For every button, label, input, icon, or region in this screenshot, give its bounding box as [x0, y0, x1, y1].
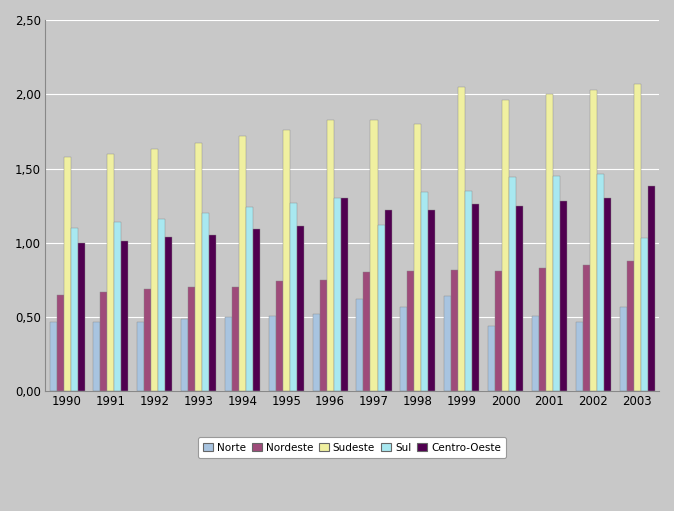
Bar [276, 282, 283, 391]
Bar [604, 198, 611, 391]
Bar [583, 265, 590, 391]
Bar [458, 87, 465, 391]
Bar [71, 228, 78, 391]
Bar [290, 203, 297, 391]
Bar [407, 271, 415, 391]
Bar [239, 136, 246, 391]
Bar [225, 317, 232, 391]
Bar [78, 243, 85, 391]
Bar [283, 130, 290, 391]
Bar [539, 268, 546, 391]
Bar [94, 321, 100, 391]
Bar [195, 143, 202, 391]
Bar [590, 90, 596, 391]
Bar [158, 219, 165, 391]
Bar [472, 204, 479, 391]
Bar [334, 198, 340, 391]
Bar [532, 316, 539, 391]
Bar [269, 316, 276, 391]
Bar [465, 191, 472, 391]
Bar [488, 326, 495, 391]
Bar [202, 213, 209, 391]
Bar [100, 292, 107, 391]
Bar [144, 289, 151, 391]
Bar [209, 236, 216, 391]
Bar [340, 198, 348, 391]
Bar [107, 154, 115, 391]
Bar [63, 157, 71, 391]
Bar [327, 120, 334, 391]
Bar [596, 174, 604, 391]
Legend: Norte, Nordeste, Sudeste, Sul, Centro-Oeste: Norte, Nordeste, Sudeste, Sul, Centro-Oe… [198, 437, 506, 458]
Bar [415, 124, 421, 391]
Bar [560, 201, 567, 391]
Bar [246, 207, 253, 391]
Bar [444, 296, 451, 391]
Bar [121, 241, 129, 391]
Bar [429, 210, 435, 391]
Bar [385, 210, 392, 391]
Bar [57, 295, 63, 391]
Bar [297, 226, 304, 391]
Bar [516, 205, 523, 391]
Bar [640, 238, 648, 391]
Bar [451, 269, 458, 391]
Bar [648, 187, 654, 391]
Bar [421, 192, 429, 391]
Bar [253, 229, 260, 391]
Bar [165, 237, 173, 391]
Bar [619, 307, 627, 391]
Bar [634, 84, 640, 391]
Bar [115, 222, 121, 391]
Bar [576, 321, 583, 391]
Bar [50, 321, 57, 391]
Bar [546, 94, 553, 391]
Bar [553, 176, 560, 391]
Bar [357, 299, 363, 391]
Bar [509, 177, 516, 391]
Bar [627, 261, 634, 391]
Bar [319, 280, 327, 391]
Bar [313, 314, 319, 391]
Bar [377, 225, 385, 391]
Bar [188, 287, 195, 391]
Bar [400, 307, 407, 391]
Bar [495, 271, 502, 391]
Bar [137, 321, 144, 391]
Bar [232, 287, 239, 391]
Bar [181, 318, 188, 391]
Bar [151, 149, 158, 391]
Bar [371, 120, 377, 391]
Bar [363, 272, 371, 391]
Bar [502, 100, 509, 391]
